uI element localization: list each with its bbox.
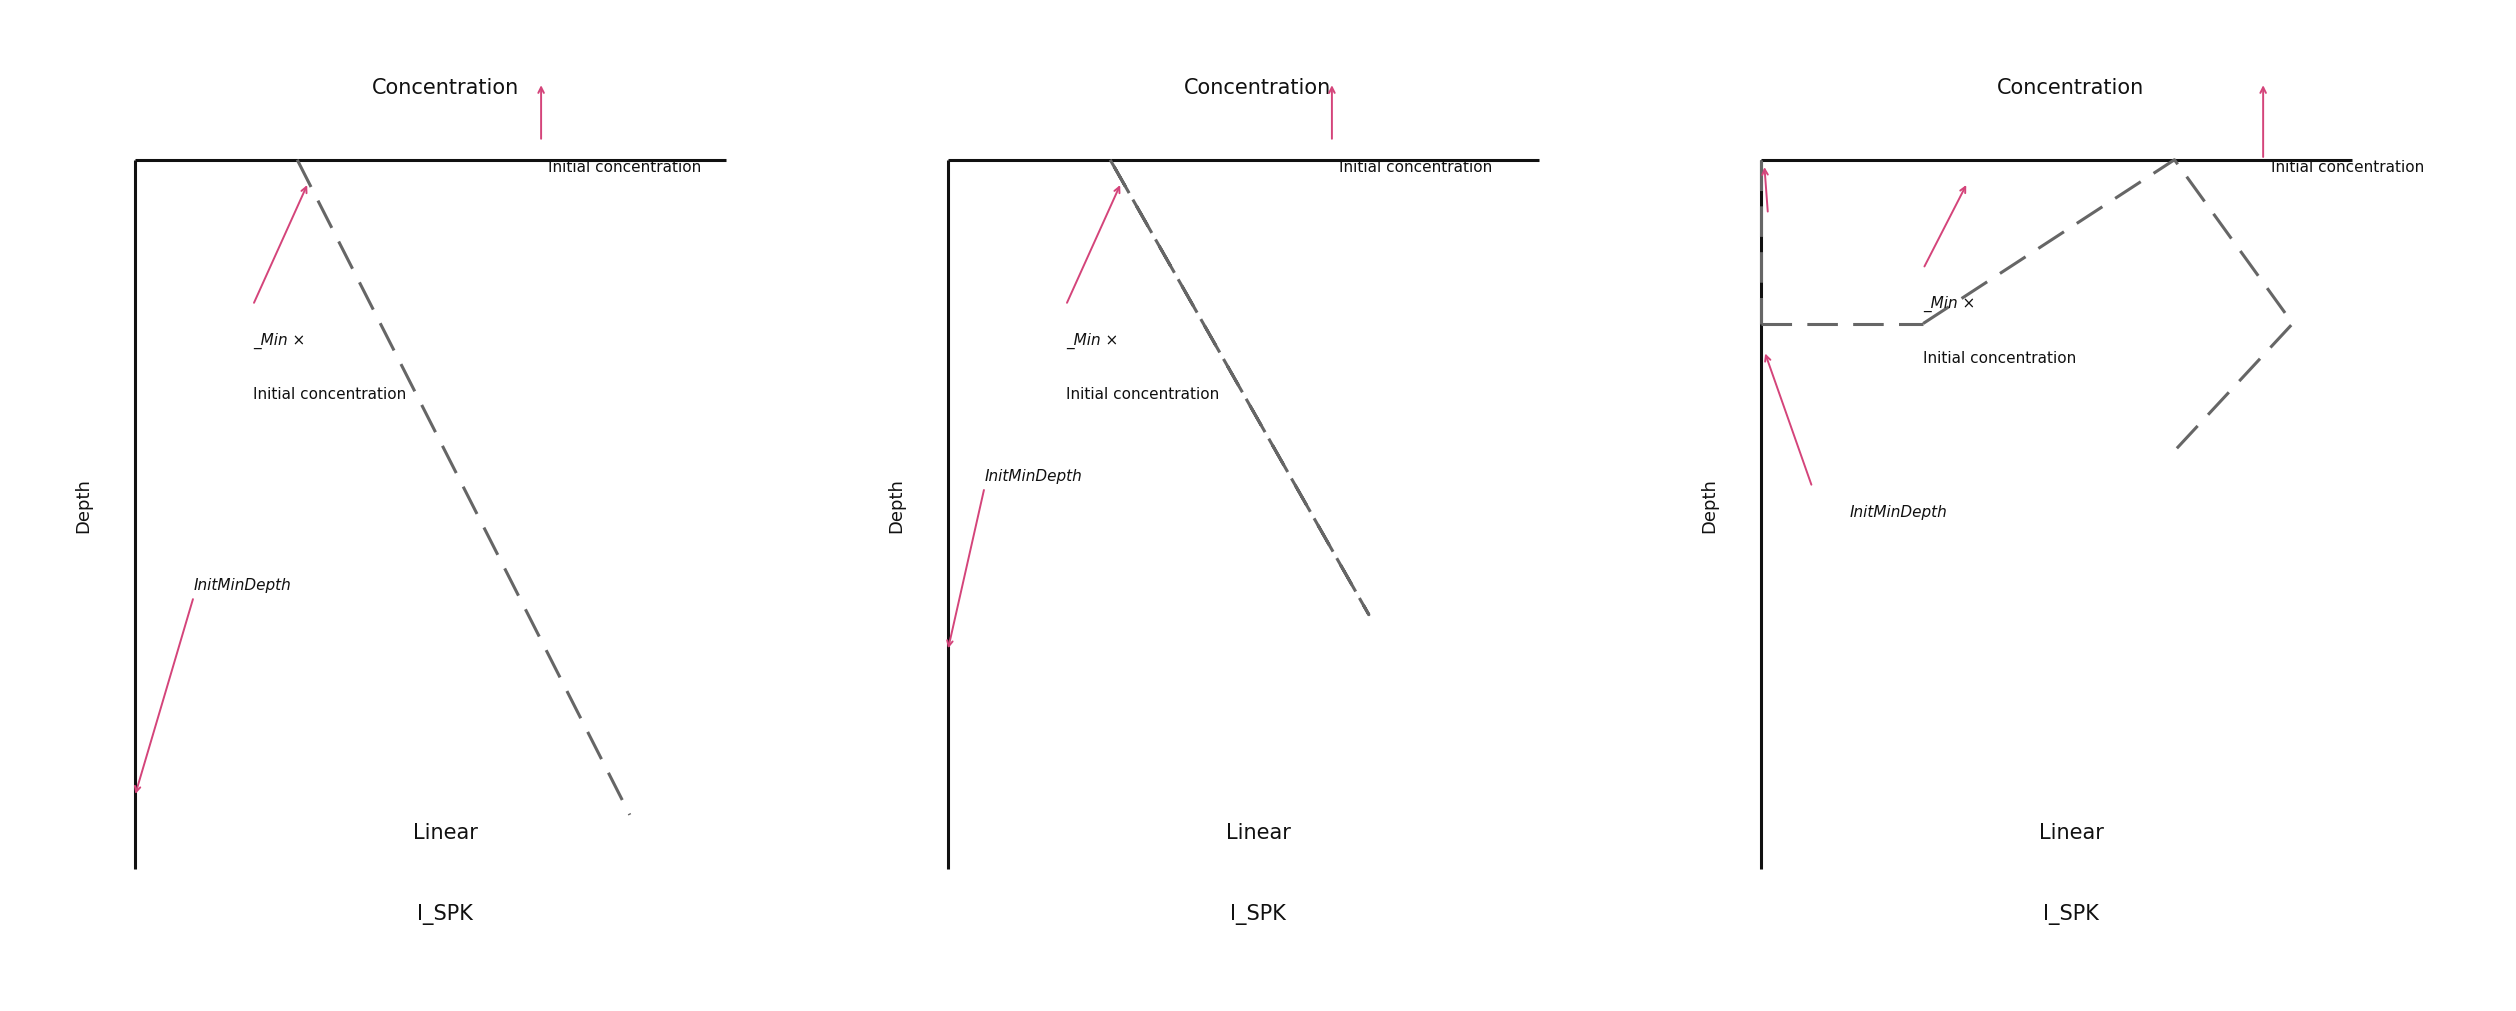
Text: InitMinDepth: InitMinDepth <box>194 578 292 593</box>
Text: _Min ×: _Min × <box>1922 296 1975 312</box>
Text: Linear: Linear <box>413 823 478 843</box>
Text: _Min ×: _Min × <box>252 333 304 349</box>
Text: I_SPK: I_SPK <box>1230 905 1286 925</box>
Text: Depth: Depth <box>886 478 906 533</box>
Text: _Min ×: _Min × <box>1067 333 1117 349</box>
Text: Linear: Linear <box>2038 823 2103 843</box>
Text: Concentration: Concentration <box>372 78 518 98</box>
Text: Initial concentration: Initial concentration <box>252 387 405 402</box>
Text: I_SPK: I_SPK <box>418 905 473 925</box>
Text: Initial concentration: Initial concentration <box>548 160 702 175</box>
Text: Depth: Depth <box>73 478 93 533</box>
Text: Initial concentration: Initial concentration <box>2269 160 2423 175</box>
Text: Concentration: Concentration <box>1185 78 1331 98</box>
Text: InitMinDepth: InitMinDepth <box>1849 506 1947 521</box>
Text: Initial concentration: Initial concentration <box>1922 351 2076 366</box>
Text: I_SPK: I_SPK <box>2043 905 2098 925</box>
Text: InitMinDepth: InitMinDepth <box>984 469 1082 484</box>
Text: Initial concentration: Initial concentration <box>1339 160 1492 175</box>
Text: Concentration: Concentration <box>1998 78 2144 98</box>
Text: Depth: Depth <box>1701 478 1718 533</box>
Text: Linear: Linear <box>1225 823 1291 843</box>
Text: Initial concentration: Initial concentration <box>1067 387 1220 402</box>
